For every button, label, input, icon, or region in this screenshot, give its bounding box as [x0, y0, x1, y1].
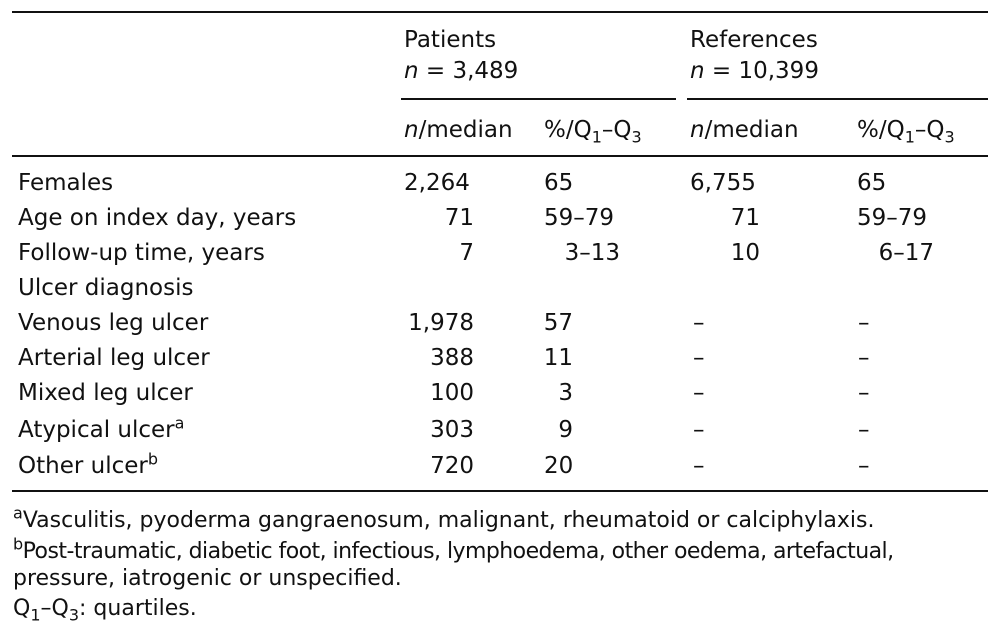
patients-n-cell: 2,264 [404, 170, 470, 196]
patients-pct-cell: 11 [543, 345, 573, 371]
footnote-b-line1: bPost-traumatic, diabetic foot, infectio… [13, 534, 894, 564]
patients-n-cell: 303 [430, 417, 474, 443]
patients-pct-cell: 3 [558, 380, 573, 406]
references-n-cell: – [693, 453, 705, 479]
row-section-label: Ulcer diagnosis [18, 275, 194, 301]
row-label: Follow-up time, years [18, 240, 265, 266]
patients-pct-cell: 3–13 [564, 240, 620, 266]
references-n-median-header: n/median [690, 117, 799, 143]
table-bottom-rule [12, 490, 988, 492]
patients-pct-cell: 65 [544, 170, 574, 196]
patients-pct-cell: 20 [544, 453, 574, 479]
patients-n-cell: 100 [430, 380, 474, 406]
references-n-cell: 10 [730, 240, 760, 266]
references-pct-cell: 65 [857, 170, 887, 196]
references-n-cell: 71 [730, 205, 760, 231]
footnote-a: aVasculitis, pyoderma gangraenosum, mali… [13, 503, 875, 533]
references-group-title: References [690, 27, 818, 53]
patients-n-cell: 7 [459, 240, 474, 266]
patients-group-title: Patients [404, 27, 497, 53]
patients-n-cell: 1,978 [408, 310, 474, 336]
patients-n: n = 3,489 [404, 58, 519, 84]
patients-n-median-header: n/median [404, 117, 513, 143]
references-n-cell: – [693, 380, 705, 406]
references-pct-cell: – [858, 310, 870, 336]
references-pct-cell: – [858, 345, 870, 371]
patients-pct-quartile-header: %/Q1–Q3 [544, 117, 642, 147]
row-label: Females [18, 170, 114, 196]
patients-n-cell: 388 [430, 345, 474, 371]
patients-pct-cell: 57 [543, 310, 573, 336]
references-n-cell: – [693, 345, 705, 371]
row-label: Atypical ulcera [18, 413, 185, 443]
references-pct-cell: – [858, 380, 870, 406]
references-pct-cell: – [858, 417, 870, 443]
footnote-quartiles: Q1–Q3: quartiles. [13, 596, 197, 625]
patients-group-rule [401, 98, 676, 100]
row-label: Mixed leg ulcer [18, 380, 193, 406]
references-n-cell: – [693, 310, 705, 336]
patients-pct-cell: 59–79 [544, 205, 615, 231]
header-bottom-rule [12, 155, 988, 157]
patients-n-cell: 720 [430, 453, 474, 479]
patients-pct-cell: 9 [558, 417, 573, 443]
references-group-rule [687, 98, 988, 100]
references-n-cell: – [693, 417, 705, 443]
patients-n-cell: 71 [444, 205, 474, 231]
references-n-cell: 6,755 [690, 170, 756, 196]
references-pct-cell: 6–17 [878, 240, 934, 266]
row-label: Other ulcerb [18, 449, 158, 479]
row-label: Arterial leg ulcer [18, 345, 210, 371]
footnote-b-line2: pressure, iatrogenic or unspecified. [13, 566, 402, 591]
row-label: Venous leg ulcer [18, 310, 209, 336]
row-label: Age on index day, years [18, 205, 297, 231]
references-pct-cell: – [858, 453, 870, 479]
references-n: n = 10,399 [690, 58, 819, 84]
references-pct-cell: 59–79 [857, 205, 928, 231]
references-pct-quartile-header: %/Q1–Q3 [857, 117, 955, 147]
top-rule [12, 11, 988, 13]
